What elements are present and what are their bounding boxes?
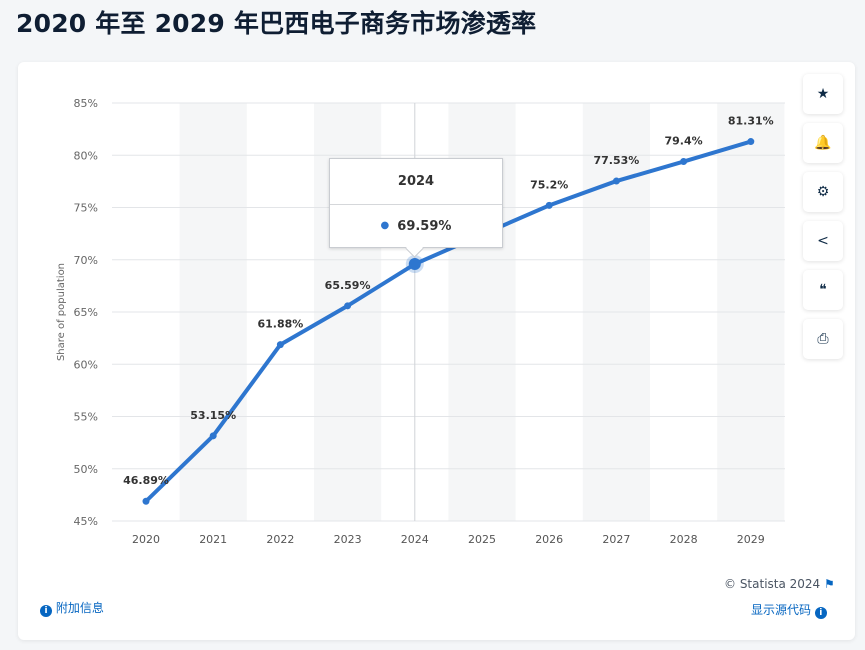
show-source-label: 显示源代码 [751, 603, 812, 617]
copyright[interactable]: © Statista 2024 ⚑ [724, 577, 835, 591]
x-tick-label: 2026 [535, 533, 563, 546]
data-label: 77.53% [593, 154, 639, 167]
x-tick-label: 2020 [132, 533, 160, 546]
info-icon: i [40, 605, 52, 617]
data-label: 75.2% [530, 178, 568, 191]
x-tick-label: 2025 [468, 533, 496, 546]
x-tick-label: 2024 [401, 533, 429, 546]
quote-icon: ❝ [819, 282, 827, 298]
data-point [612, 177, 620, 185]
bell-button[interactable]: 🔔 [803, 123, 843, 163]
y-axis-title: Share of population [56, 263, 67, 361]
additional-info-link[interactable]: i 附加信息 [40, 599, 104, 617]
star-icon: ★ [816, 86, 830, 102]
data-label: 61.88% [257, 318, 303, 331]
data-point [142, 497, 150, 505]
x-tick-label: 2029 [737, 533, 765, 546]
page-title: 2020 年至 2029 年巴西电子商务市场渗透率 [16, 9, 537, 38]
x-tick-label: 2022 [266, 533, 294, 546]
share-icon: < [817, 233, 829, 249]
data-point [276, 341, 284, 349]
x-tick-label: 2021 [199, 533, 227, 546]
data-label: 46.89% [123, 474, 169, 487]
tooltip-dot: ● [380, 220, 390, 231]
data-point [680, 158, 688, 166]
data-point [209, 432, 217, 440]
share-button[interactable]: < [803, 221, 843, 261]
print-icon: ⎙ [817, 331, 829, 347]
y-tick-label: 80% [74, 149, 98, 162]
x-tick-label: 2027 [602, 533, 630, 546]
quote-button[interactable]: ❝ [803, 270, 843, 310]
x-tick-label: 2023 [334, 533, 362, 546]
data-point [344, 302, 352, 310]
gear-icon: ⚙ [816, 184, 830, 200]
y-tick-label: 70% [74, 254, 98, 267]
info-icon: i [814, 607, 827, 619]
flag-icon[interactable]: ⚑ [824, 577, 835, 591]
data-label: 79.4% [665, 135, 703, 148]
series-line [144, 139, 752, 503]
y-tick-label: 55% [74, 411, 98, 424]
data-point [747, 138, 755, 146]
chart-toolbar: ★ 🔔 ⚙ < ❝ ⎙ [803, 74, 845, 368]
star-button[interactable]: ★ [803, 74, 843, 114]
x-tick-label: 2028 [670, 533, 698, 546]
tooltip-year: 2024 [330, 159, 502, 205]
additional-info-label: 附加信息 [55, 601, 104, 615]
data-label: 53.15% [190, 409, 236, 422]
data-point [408, 258, 421, 271]
y-tick-label: 65% [74, 306, 98, 319]
tooltip-value: 69.59% [397, 219, 452, 234]
y-tick-label: 75% [74, 202, 98, 215]
y-tick-label: 45% [74, 515, 98, 528]
show-source-link[interactable]: 显示源代码 i [751, 601, 827, 619]
y-tick-label: 85% [74, 97, 98, 110]
y-tick-label: 50% [74, 463, 98, 476]
data-label: 81.31% [728, 115, 774, 128]
tooltip: 2024 ● 69.59% [329, 158, 503, 258]
data-label: 65.59% [325, 279, 371, 292]
print-button[interactable]: ⎙ [803, 319, 843, 359]
y-tick-label: 60% [74, 358, 98, 371]
gear-button[interactable]: ⚙ [803, 172, 843, 212]
copyright-text[interactable]: © Statista 2024 [724, 577, 821, 591]
data-point [545, 201, 553, 209]
bell-icon: 🔔 [814, 135, 832, 151]
